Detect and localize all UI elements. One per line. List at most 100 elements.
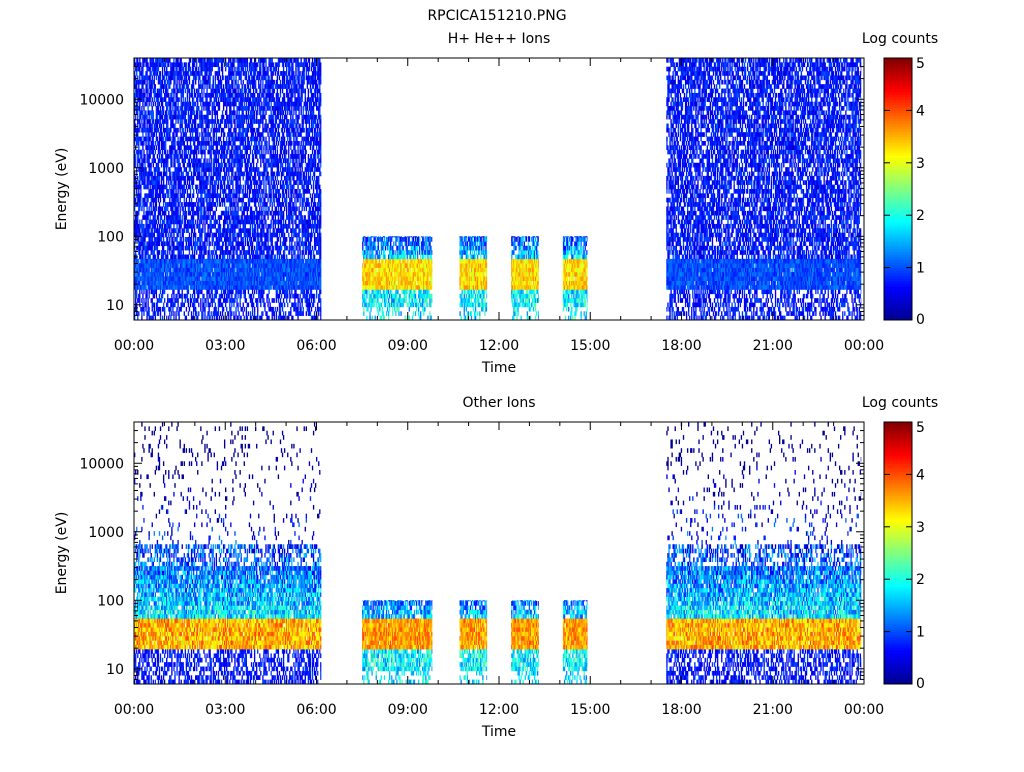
spectrogram-cell [211, 167, 212, 172]
spectrogram-cell [163, 233, 164, 238]
spectrogram-cell [143, 307, 144, 312]
spectrogram-cell [135, 145, 136, 150]
spectrogram-cell [224, 89, 225, 94]
spectrogram-cell [156, 132, 157, 137]
spectrogram-cell [234, 163, 235, 168]
spectrogram-cell [193, 311, 194, 316]
spectrogram-cell [218, 185, 219, 190]
spectrogram-cell [249, 246, 250, 251]
spectrogram-cell [144, 80, 145, 85]
spectrogram-cell [159, 202, 160, 207]
spectrogram-cell [250, 97, 251, 102]
spectrogram-cell [172, 119, 173, 124]
spectrogram-cell [167, 237, 168, 242]
spectrogram-cell [166, 84, 167, 89]
spectrogram-cell [207, 211, 208, 216]
spectrogram-cell [165, 250, 166, 255]
spectrogram-cell [200, 303, 201, 308]
spectrogram-cell [154, 154, 155, 159]
spectrogram-cell [158, 106, 159, 111]
spectrogram-cell [230, 233, 231, 238]
spectrogram-cell [136, 84, 137, 89]
spectrogram-cell [159, 241, 160, 246]
spectrogram-cell [155, 102, 156, 107]
spectrogram-cell [252, 124, 253, 129]
spectrogram-cell [198, 67, 199, 72]
spectrogram-cell [239, 298, 240, 303]
spectrogram-cell [141, 298, 142, 303]
spectrogram-cell [151, 206, 152, 211]
spectrogram-cell [184, 303, 185, 308]
spectrogram-cell [237, 80, 238, 85]
spectrogram-cell [198, 106, 199, 111]
spectrogram-cell [173, 97, 174, 102]
spectrogram-cell [227, 150, 228, 155]
spectrogram-cell [243, 67, 244, 72]
spectrogram-cell [170, 128, 171, 133]
spectrogram-cell [136, 71, 137, 76]
spectrogram-cell [209, 80, 210, 85]
spectrogram-cell [228, 206, 229, 211]
spectrogram-cell [157, 154, 158, 159]
spectrogram-cell [252, 224, 253, 229]
spectrogram-cell [220, 255, 221, 260]
spectrogram-cell [189, 198, 190, 203]
spectrogram-cell [209, 241, 210, 246]
spectrogram-cell [197, 102, 198, 107]
spectrogram-cell [154, 132, 155, 137]
spectrogram-cell [231, 150, 232, 155]
spectrogram-cell [143, 150, 144, 155]
spectrogram-cell [231, 189, 232, 194]
spectrogram-cell [175, 189, 176, 194]
spectrogram-cell [192, 132, 193, 137]
spectrogram-cell [219, 198, 220, 203]
spectrogram-cell [143, 106, 144, 111]
spectrogram-cell [215, 215, 216, 220]
spectrogram-cell [211, 311, 212, 316]
spectrogram-cell [182, 298, 183, 303]
spectrogram-cell [185, 176, 186, 181]
spectrogram-cell [221, 237, 222, 242]
spectrogram-cell [163, 189, 164, 194]
spectrogram-cell [186, 75, 187, 80]
spectrogram-cell [228, 224, 229, 229]
spectrogram-cell [193, 84, 194, 89]
spectrogram-cell [219, 220, 220, 225]
spectrogram-cell [208, 158, 209, 163]
spectrogram-cell [153, 202, 154, 207]
spectrogram-cell [142, 145, 143, 150]
spectrogram-cell [197, 298, 198, 303]
spectrogram-cell [137, 220, 138, 225]
spectrogram-cell [245, 237, 246, 242]
spectrogram-cell [187, 180, 188, 185]
spectrogram-cell [166, 185, 167, 190]
spectrogram-cell [180, 211, 181, 216]
spectrogram-cell [156, 145, 157, 150]
spectrogram-cell [196, 189, 197, 194]
spectrogram-cell [201, 220, 202, 225]
spectrogram-cell [144, 119, 145, 124]
spectrogram-cell [223, 128, 224, 133]
spectrogram-cell [248, 163, 249, 168]
spectrogram-cell [233, 189, 234, 194]
spectrogram-cell [192, 250, 193, 255]
spectrogram-cell [215, 189, 216, 194]
spectrogram-cell [221, 289, 222, 294]
spectrogram-cell [235, 102, 236, 107]
spectrogram-cell [201, 206, 202, 211]
spectrogram-cell [180, 206, 181, 211]
spectrogram-cell [224, 150, 225, 155]
spectrogram-cell [197, 132, 198, 137]
spectrogram-cell [220, 124, 221, 129]
spectrogram-cell [141, 106, 142, 111]
spectrogram-cell [217, 202, 218, 207]
spectrogram-cell [237, 180, 238, 185]
spectrogram-cell [215, 106, 216, 111]
spectrogram-cell [203, 198, 204, 203]
spectrogram-cell [245, 224, 246, 229]
spectrogram-cell [234, 202, 235, 207]
spectrogram-cell [249, 141, 250, 146]
spectrogram-cell [244, 172, 245, 177]
spectrogram-cell [175, 228, 176, 233]
spectrogram-cell [244, 119, 245, 124]
